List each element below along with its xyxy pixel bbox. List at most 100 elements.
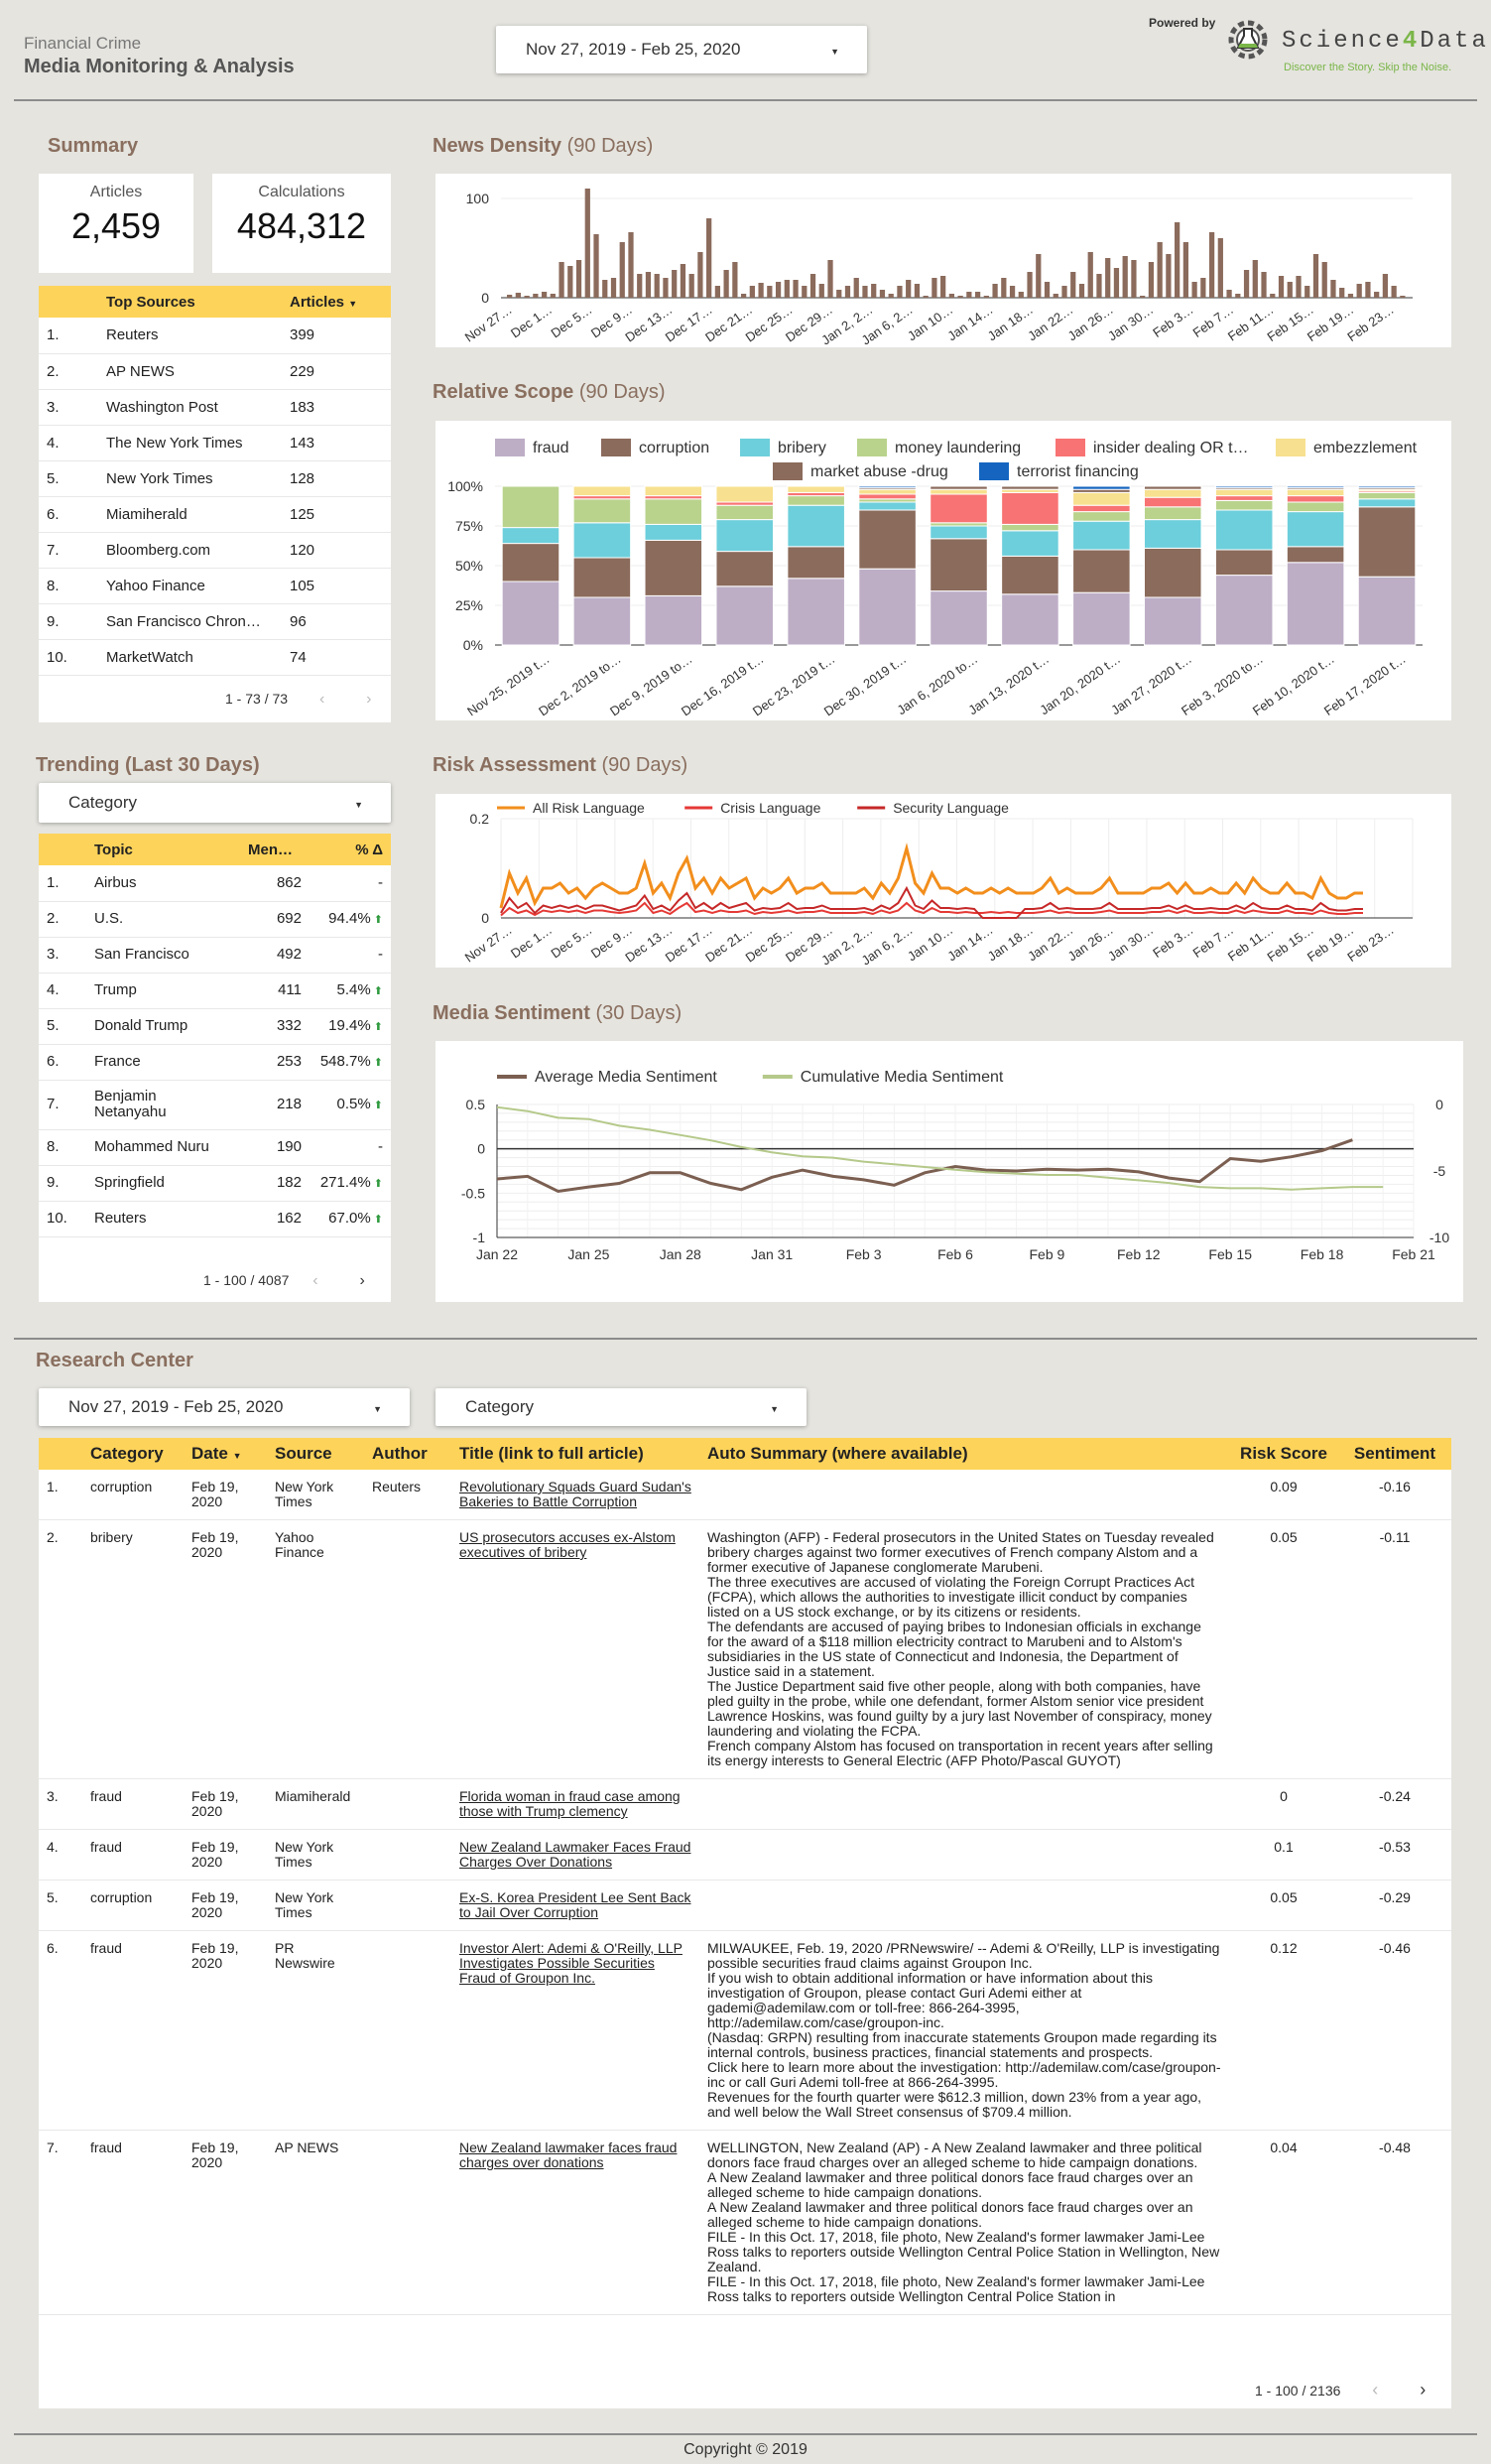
scope-segment[interactable] [930,488,988,495]
table-row[interactable]: 4. The New York Times 143 [39,425,391,461]
table-row[interactable]: 2. bribery Feb 19, 2020 Yahoo Finance US pro… [39,1519,1451,1779]
date-range-picker[interactable]: Nov 27, 2019 - Feb 25, 2020 ▼ [496,26,867,73]
density-bar[interactable] [533,294,539,298]
density-bar[interactable] [541,292,548,298]
col-author[interactable]: Author [364,1438,451,1470]
table-row[interactable]: 7. Bloomberg.com 120 [39,532,391,569]
prev-page-icon[interactable]: ‹ [312,1272,318,1289]
scope-segment[interactable] [787,546,845,580]
col-date[interactable]: Date ▼ [184,1438,267,1470]
scope-segment[interactable] [644,523,703,541]
scope-segment[interactable] [1072,511,1131,522]
density-bar[interactable] [862,286,868,298]
scope-segment[interactable] [644,498,703,525]
density-bar[interactable] [1053,294,1058,298]
density-bar[interactable] [1182,242,1188,298]
density-bar[interactable] [645,272,652,298]
density-bar[interactable] [1217,238,1223,298]
density-bar[interactable] [697,252,703,298]
article-link[interactable]: Revolutionary Squads Guard Sudan's Baker… [459,1479,691,1509]
scope-segment[interactable] [930,538,988,592]
density-bar[interactable] [1235,294,1241,298]
density-bar[interactable] [714,286,721,298]
density-bar[interactable] [1347,294,1354,298]
table-row[interactable]: 1. Reuters 399 [39,318,391,354]
col-summary[interactable]: Auto Summary (where available) [699,1438,1229,1470]
article-link[interactable]: Investor Alert: Ademi & O'Reilly, LLP In… [459,1940,683,1986]
table-row[interactable]: 10. Reuters 162 67.0% ⬆ [39,1201,391,1237]
scope-segment[interactable] [1357,576,1417,646]
table-row[interactable]: 3. fraud Feb 19, 2020 Miamiherald Florida wo… [39,1778,1451,1830]
scope-segment[interactable] [787,578,845,646]
scope-segment[interactable] [930,493,988,524]
density-bar[interactable] [637,274,643,298]
density-bar[interactable] [853,278,859,298]
scope-segment[interactable] [1214,488,1274,497]
top-sources-header[interactable]: Top Sources [98,286,282,318]
density-bar[interactable] [932,278,937,298]
density-bar[interactable] [1278,276,1285,298]
table-row[interactable]: 6. France 253 548.7% ⬆ [39,1044,391,1081]
scope-segment[interactable] [715,485,775,503]
density-bar[interactable] [836,290,842,298]
density-bar[interactable] [1296,276,1302,298]
row-title[interactable]: Investor Alert: Ademi & O'Reilly, LLP In… [451,1930,699,2131]
density-bar[interactable] [992,284,998,298]
density-bar[interactable] [966,292,972,298]
density-bar[interactable] [827,260,833,298]
scope-segment[interactable] [1072,591,1131,646]
articles-header[interactable]: Articles ▼ [282,286,391,318]
density-bar[interactable] [1105,258,1111,298]
row-title[interactable]: New Zealand lawmaker faces fraud charges… [451,2130,699,2315]
next-page-icon[interactable]: › [366,691,372,708]
density-bar[interactable] [1148,262,1155,298]
scope-segment[interactable] [858,485,917,489]
density-bar[interactable] [1270,294,1276,298]
scope-segment[interactable] [1286,485,1345,489]
prev-page-icon[interactable]: ‹ [318,691,325,708]
density-bar[interactable] [879,290,886,298]
density-bar[interactable] [888,294,894,298]
article-link[interactable]: Florida woman in fraud case among those … [459,1788,681,1819]
table-row[interactable]: 6. fraud Feb 19, 2020 PR Newswire Investor A… [39,1930,1451,2131]
research-date-range-picker[interactable]: Nov 27, 2019 - Feb 25, 2020 ▼ [39,1388,410,1426]
scope-segment[interactable] [1001,593,1059,646]
row-title[interactable]: Ex-S. Korea President Lee Sent Back to J… [451,1880,699,1931]
density-bar[interactable] [1036,254,1042,298]
scope-segment[interactable] [1214,549,1274,577]
density-bar[interactable] [923,296,929,298]
col-title[interactable]: Title (link to full article) [451,1438,699,1470]
article-link[interactable]: US prosecutors accuses ex-Alstom executi… [459,1529,676,1560]
density-bar[interactable] [914,284,921,298]
scope-segment[interactable] [501,527,560,545]
scope-segment[interactable] [1001,491,1059,525]
density-bar[interactable] [1078,284,1085,298]
density-bar[interactable] [1027,272,1033,298]
scope-segment[interactable] [1286,488,1345,497]
density-bar[interactable] [749,286,755,298]
scope-segment[interactable] [1144,506,1202,521]
scope-segment[interactable] [787,504,845,548]
density-bar[interactable] [784,280,790,298]
article-link[interactable]: New Zealand lawmaker faces fraud charges… [459,2140,678,2170]
sentiment-line[interactable] [496,1105,1384,1191]
density-bar[interactable] [1321,262,1327,298]
scope-segment[interactable] [1286,495,1345,503]
prev-page-icon[interactable]: ‹ [1372,2380,1379,2399]
density-bar[interactable] [1339,288,1345,298]
risk-line[interactable] [499,843,1363,909]
scope-segment[interactable] [930,485,988,490]
scope-segment[interactable] [1214,575,1274,646]
density-bar[interactable] [1287,282,1293,298]
table-row[interactable]: 9. San Francisco Chron… 96 [39,603,391,640]
density-bar[interactable] [559,262,564,298]
scope-segment[interactable] [1072,504,1131,513]
density-bar[interactable] [758,283,764,298]
table-row[interactable]: 8. Yahoo Finance 105 [39,568,391,604]
density-bar[interactable] [1131,260,1137,298]
density-bar[interactable] [654,274,660,298]
scope-segment[interactable] [1072,549,1131,593]
density-bar[interactable] [550,294,556,298]
density-bar[interactable] [584,189,590,298]
row-title[interactable]: Florida woman in fraud case among those … [451,1778,699,1830]
